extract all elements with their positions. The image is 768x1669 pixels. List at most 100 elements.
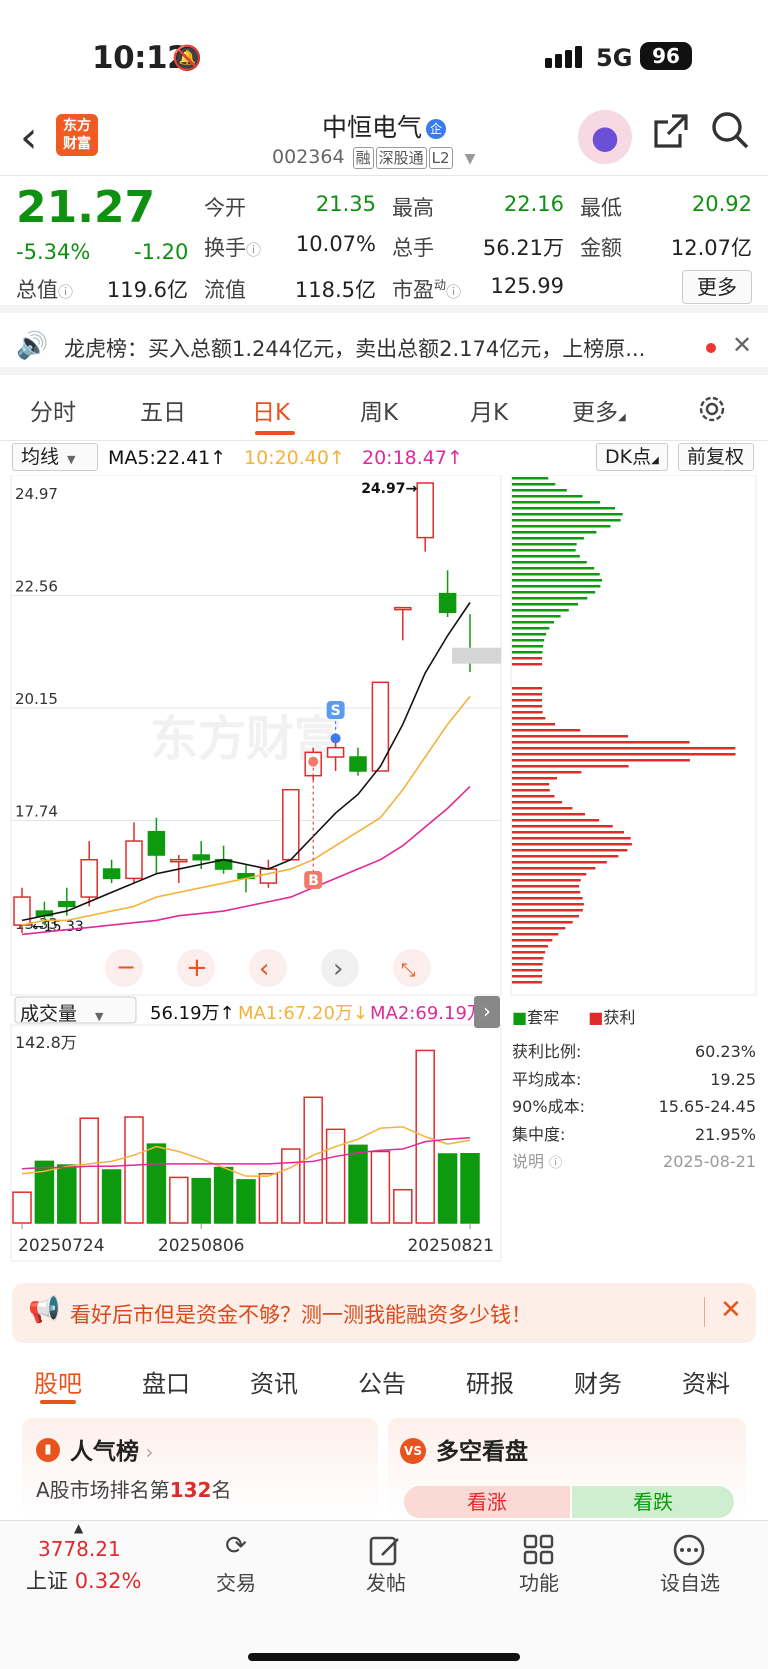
chip-bar [512,717,546,720]
pe-value: 125.99 [490,274,564,298]
assistant-robot-icon[interactable] [578,110,632,164]
tag-connect: 深股通 [375,147,427,169]
close-icon[interactable]: ✕ [720,1295,742,1325]
fullscreen-button[interactable] [393,949,431,987]
zoom-out-button[interactable] [105,949,143,987]
chip-bar [512,711,543,714]
chip-bar [512,543,577,546]
dragon-tiger-text[interactable]: 龙虎榜：买入总额1.244亿元，卖出总额2.174亿元，上榜原... [64,337,646,361]
stock-subline[interactable]: 002364 融深股通 L2 ▼ [272,146,475,169]
tab-profile[interactable]: 资料 [682,1370,730,1398]
app-logo: 东方 财富 [56,114,98,156]
chip-bar [512,663,543,666]
tab-news[interactable]: 资讯 [250,1370,298,1398]
market-cap-label: 总值ⓘ [16,278,74,302]
index-value[interactable]: 3778.21 [38,1537,121,1561]
nav-post[interactable]: 发帖 [366,1571,406,1595]
buy-marker-dot [308,756,319,767]
volume-select-label[interactable]: 成交量 ▼ [20,1003,104,1025]
close-icon[interactable]: ✕ [732,331,753,359]
duokong-card[interactable]: VS 多空看盘 看涨 看跌 [388,1418,746,1518]
tab-pankou[interactable]: 盘口 [142,1370,190,1398]
tab-five-day[interactable]: 五日 [140,400,186,426]
bear-button[interactable]: 看跌 [572,1486,734,1518]
back-chevron-icon[interactable]: ‹ [20,112,38,163]
info-icon[interactable]: ⓘ [58,283,74,301]
chip-bar [512,981,543,984]
candle-body [147,830,166,856]
index-summary[interactable]: 上证 0.32% [26,1569,142,1593]
popularity-card[interactable]: ▮ 人气榜 › A股市场排名第132名 [22,1418,378,1518]
chip-bar [512,591,596,594]
scroll-right-button[interactable] [321,949,359,987]
chip-bar [512,495,583,498]
dropdown-caret-icon: ▼ [464,151,476,167]
settings-gear-icon[interactable] [696,393,728,425]
share-icon[interactable] [652,112,690,150]
forward-adjust-button[interactable]: 前复权 [678,443,754,471]
amount-label: 金额 [580,236,622,260]
chip-bar [512,933,559,936]
chip-bar [512,615,561,618]
chip-bar [512,909,583,912]
candle-body [282,788,300,861]
tab-daily-k[interactable]: 日K [252,400,291,426]
chip-bar [512,825,613,828]
info-icon: ⓘ [549,1156,563,1171]
tab-weekly-k[interactable]: 周K [360,400,399,426]
chart-controls[interactable]: − + ‹ › ⤡ [105,949,431,987]
zoom-in-button[interactable] [177,949,215,987]
chip-bar [512,765,629,768]
search-icon[interactable] [710,110,750,150]
current-price-band [452,647,501,664]
chart-period-tabs: 分时 五日 日K 周K 月K 更多◢ [0,383,768,441]
popularity-rank: A股市场排名第132名 [36,1478,232,1502]
tab-announcements[interactable]: 公告 [358,1370,406,1398]
price-gridlines [11,595,501,821]
chip-row-note[interactable]: 说明 ⓘ 2025-08-21 [512,1152,756,1171]
price-tick-label: 20.15 [15,690,58,708]
market-cap-value: 119.6亿 [106,278,188,302]
margin-promo-banner[interactable]: 📢 看好后市但是资金不够？测一测我能融资多少钱！ ✕ [12,1283,756,1343]
more-button[interactable]: 更多 [682,270,752,304]
battery-indicator: 96 [640,42,692,70]
tab-intraday[interactable]: 分时 [30,400,76,426]
nav-functions[interactable]: 功能 [519,1571,559,1595]
bull-button[interactable]: 看涨 [404,1486,570,1518]
tab-finance[interactable]: 财务 [574,1370,622,1398]
caret-up-icon: ▲ [74,1521,84,1535]
info-icon[interactable]: ⓘ [446,283,462,301]
candle-body [192,854,210,861]
candle-body [170,858,188,863]
chip-bar [512,849,628,852]
scroll-left-button[interactable] [249,949,287,987]
chip-bar [512,771,582,774]
chip-bar [512,705,543,708]
tab-monthly-k[interactable]: 月K [470,400,509,426]
nav-add-watchlist[interactable]: 设自选 [660,1571,720,1595]
volume-select[interactable] [14,996,137,1024]
volume-bar [370,1150,391,1224]
dk-point-button[interactable]: DK点◢ [596,443,668,471]
tab-research[interactable]: 研报 [466,1370,514,1398]
tab-guba[interactable]: 股吧 [34,1370,82,1398]
chip-bar [512,885,580,888]
yuan-cycle-icon[interactable]: ⟳ [225,1531,247,1561]
apps-grid-icon[interactable] [522,1533,556,1567]
more-dots-icon[interactable] [672,1533,706,1567]
status-time: 10:12 [92,40,189,76]
chip-bar [512,567,595,570]
chip-bar [512,573,600,576]
chip-bar [512,861,607,864]
nav-trade[interactable]: 交易 [216,1571,256,1595]
next-chevron-icon[interactable]: › [474,996,500,1028]
tab-more[interactable]: 更多◢ [572,400,626,426]
chart-bars-icon: ▮ [36,1438,60,1462]
dragon-tiger-banner[interactable]: 🔊 龙虎榜：买入总额1.244亿元，卖出总额2.174亿元，上榜原... ✕ [0,321,768,375]
chip-bar [512,645,544,648]
compose-icon[interactable] [368,1533,402,1567]
promo-text[interactable]: 看好后市但是资金不够？测一测我能融资多少钱！ [70,1303,532,1327]
ma-select[interactable]: 均线 ▼ [12,443,98,471]
info-icon[interactable]: ⓘ [246,241,262,259]
